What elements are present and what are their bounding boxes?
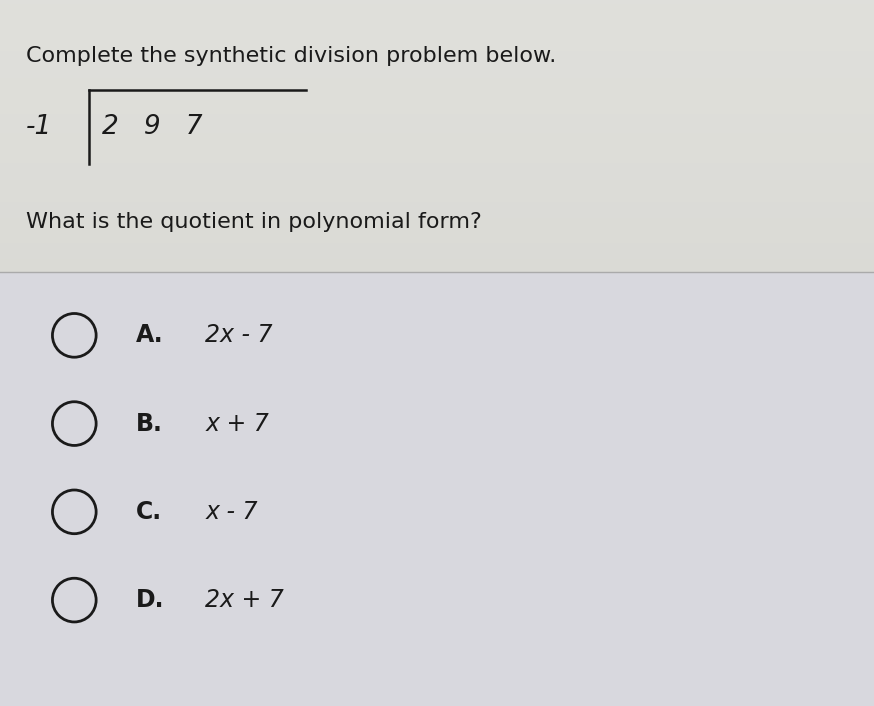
Text: Complete the synthetic division problem below.: Complete the synthetic division problem … <box>26 46 557 66</box>
Text: x - 7: x - 7 <box>205 500 258 524</box>
Text: C.: C. <box>135 500 162 524</box>
Text: What is the quotient in polynomial form?: What is the quotient in polynomial form? <box>26 212 482 232</box>
Text: 2x - 7: 2x - 7 <box>205 323 273 347</box>
Text: x + 7: x + 7 <box>205 412 269 436</box>
Text: 2   9   7: 2 9 7 <box>102 114 203 140</box>
Text: B.: B. <box>135 412 163 436</box>
Text: -1: -1 <box>26 114 52 140</box>
Text: 2x + 7: 2x + 7 <box>205 588 284 612</box>
Bar <box>0 272 874 706</box>
Text: D.: D. <box>135 588 164 612</box>
Text: A.: A. <box>135 323 163 347</box>
